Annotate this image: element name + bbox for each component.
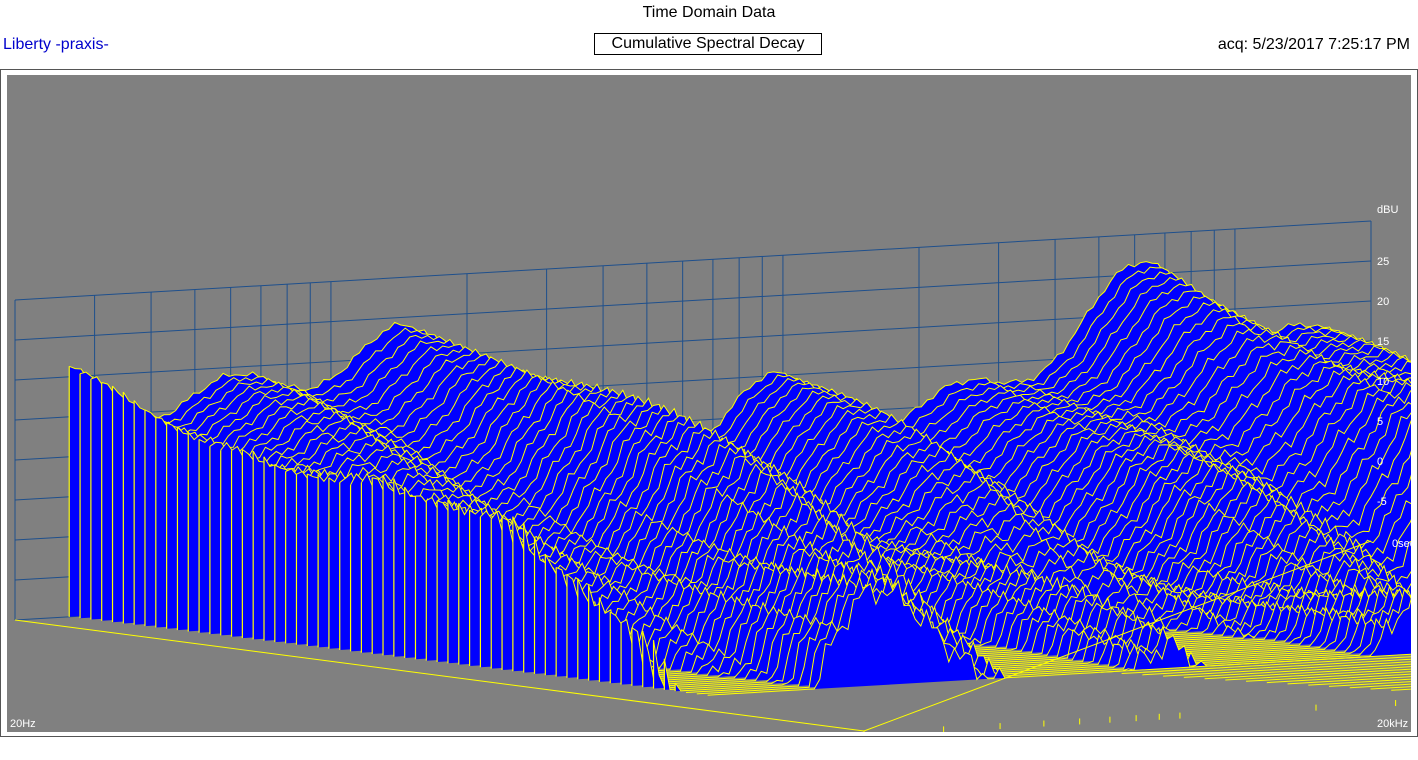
acquisition-timestamp: acq: 5/23/2017 7:25:17 PM <box>1217 36 1410 53</box>
decay-slice-trace <box>101 277 1401 480</box>
z-tick-label: -5 <box>1377 496 1387 508</box>
decay-slice-trace <box>317 378 1418 594</box>
decay-slice-trace <box>242 354 1418 543</box>
decay-slice-trace <box>372 415 1418 623</box>
decay-slice-trace <box>307 378 1418 584</box>
decay-slice-trace <box>198 335 1418 526</box>
page-title: Time Domain Data <box>642 4 776 21</box>
decay-slice-trace <box>393 427 1418 632</box>
floor-line <box>1183 663 1418 678</box>
decay-slice-trace <box>112 283 1411 485</box>
decay-slice-trace <box>360 407 1418 617</box>
freq-start-label: 20Hz <box>10 718 36 730</box>
floor-line <box>1121 655 1418 675</box>
decay-slice-trace <box>631 561 1418 686</box>
decay-slices <box>68 261 1418 696</box>
floor-line <box>1266 673 1418 684</box>
floor-line <box>1163 660 1418 677</box>
time-tick-label: 0sec <box>1392 538 1411 550</box>
decay-slice-trace <box>79 266 1381 469</box>
device-label: Liberty -praxis- <box>3 36 109 53</box>
decay-slice-trace <box>610 550 1418 683</box>
decay-slice-trace <box>350 394 1418 613</box>
z-tick-label: 5 <box>1377 416 1383 428</box>
floor-lines <box>14 540 1418 737</box>
z-tick-label: 20 <box>1377 296 1389 308</box>
decay-slice-trace <box>252 360 1418 552</box>
decay-slice-fill <box>707 580 1418 696</box>
plot-area[interactable]: -50510152025dBU0sec500u1m1.5m20Hz20kHz <box>7 75 1418 737</box>
decay-slice-trace <box>642 560 1418 687</box>
decay-slice-trace <box>328 379 1418 598</box>
floor-line <box>1142 658 1418 676</box>
floor-right-edge <box>863 540 1372 732</box>
decay-slice-trace <box>90 271 1391 475</box>
z-tick-label: 25 <box>1377 256 1389 268</box>
floor-line <box>1204 665 1418 680</box>
decay-slice-trace <box>404 429 1418 634</box>
csd-waterfall-chart: -50510152025dBU0sec500u1m1.5m20Hz20kHz <box>10 204 1418 737</box>
z-tick-label: 15 <box>1377 336 1389 348</box>
floor-line <box>1225 668 1418 681</box>
z-tick-label: 0 <box>1377 456 1383 468</box>
decay-slice-trace <box>69 261 1372 464</box>
decay-slice-trace <box>556 514 1418 674</box>
grid-hline <box>14 220 1372 301</box>
floor-line <box>1246 670 1418 682</box>
chart-subtitle: Cumulative Spectral Decay <box>594 33 822 55</box>
decay-slice-trace <box>620 554 1418 684</box>
decay-slice-trace <box>263 365 1418 558</box>
z-tick-label: 10 <box>1377 376 1389 388</box>
freq-end-label: 20kHz <box>1377 718 1408 730</box>
decay-slice-trace <box>382 420 1418 631</box>
floor-line <box>1100 653 1418 673</box>
axis-labels: -50510152025dBU0sec500u1m1.5m20Hz20kHz <box>10 204 1416 730</box>
decay-slice-trace <box>339 385 1418 604</box>
decay-slice-trace <box>598 540 1418 681</box>
floor-front-edge <box>14 619 865 732</box>
z-unit-label: dBU <box>1377 204 1398 216</box>
